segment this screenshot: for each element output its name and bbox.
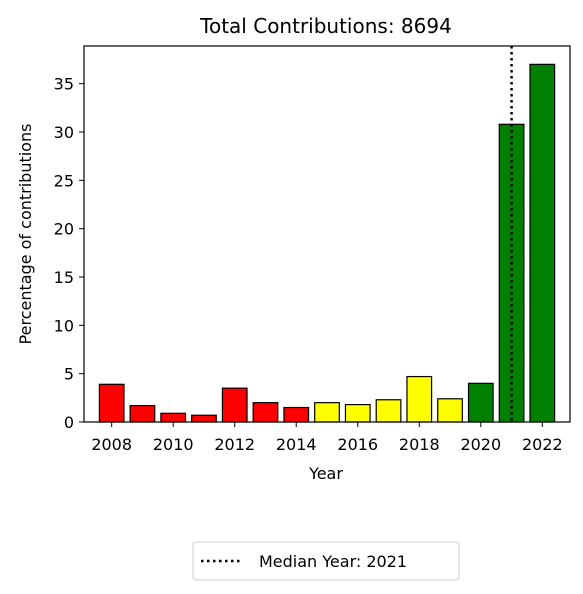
bar-2022	[529, 63, 556, 423]
bar-2010	[160, 412, 187, 423]
x-axis-label: Year	[308, 464, 343, 483]
y-tick-label-30: 30	[54, 123, 74, 142]
bar-2015	[314, 402, 340, 423]
y-tick-label-25: 25	[54, 171, 74, 190]
legend-median-label: Median Year: 2021	[259, 552, 407, 571]
x-tick-label-2022: 2022	[522, 435, 563, 454]
x-tick-label-2012: 2012	[214, 435, 255, 454]
bar-2019	[437, 398, 463, 423]
bar-2009	[129, 404, 156, 423]
y-tick-label-0: 0	[64, 413, 74, 432]
x-tick-label-2018: 2018	[399, 435, 440, 454]
x-tick-label-2020: 2020	[460, 435, 501, 454]
plot-frame	[83, 45, 571, 423]
bars-group	[98, 63, 556, 423]
x-tick-label-2008: 2008	[91, 435, 132, 454]
x-tick-label-2014: 2014	[276, 435, 317, 454]
y-tick-label-10: 10	[54, 316, 74, 335]
x-tick-label-2010: 2010	[153, 435, 194, 454]
legend: Median Year: 2021	[192, 541, 460, 581]
legend-frame	[192, 541, 460, 581]
bar-2011	[191, 414, 217, 423]
y-tick-label-35: 35	[54, 75, 74, 94]
y-axis-label: Percentage of contributions	[16, 124, 35, 345]
bar-2013	[252, 402, 279, 423]
x-axis-ticks: 2008 2010 2012 2014 2016 2018 2020 2022	[91, 422, 563, 454]
bar-2012	[221, 387, 248, 423]
bar-2018	[406, 375, 433, 423]
y-tick-label-15: 15	[54, 268, 74, 287]
chart-title: Total Contributions: 8694	[199, 14, 452, 38]
bar-2014	[283, 406, 310, 423]
bar-2016	[344, 404, 371, 423]
bar-2020	[467, 382, 494, 423]
y-tick-label-5: 5	[64, 365, 74, 384]
bar-2017	[375, 399, 402, 423]
bar-2008	[98, 383, 125, 423]
y-tick-label-20: 20	[54, 220, 74, 239]
x-tick-label-2016: 2016	[337, 435, 378, 454]
y-axis-ticks: 0 5 10 15 20 25 30 35	[54, 75, 84, 432]
